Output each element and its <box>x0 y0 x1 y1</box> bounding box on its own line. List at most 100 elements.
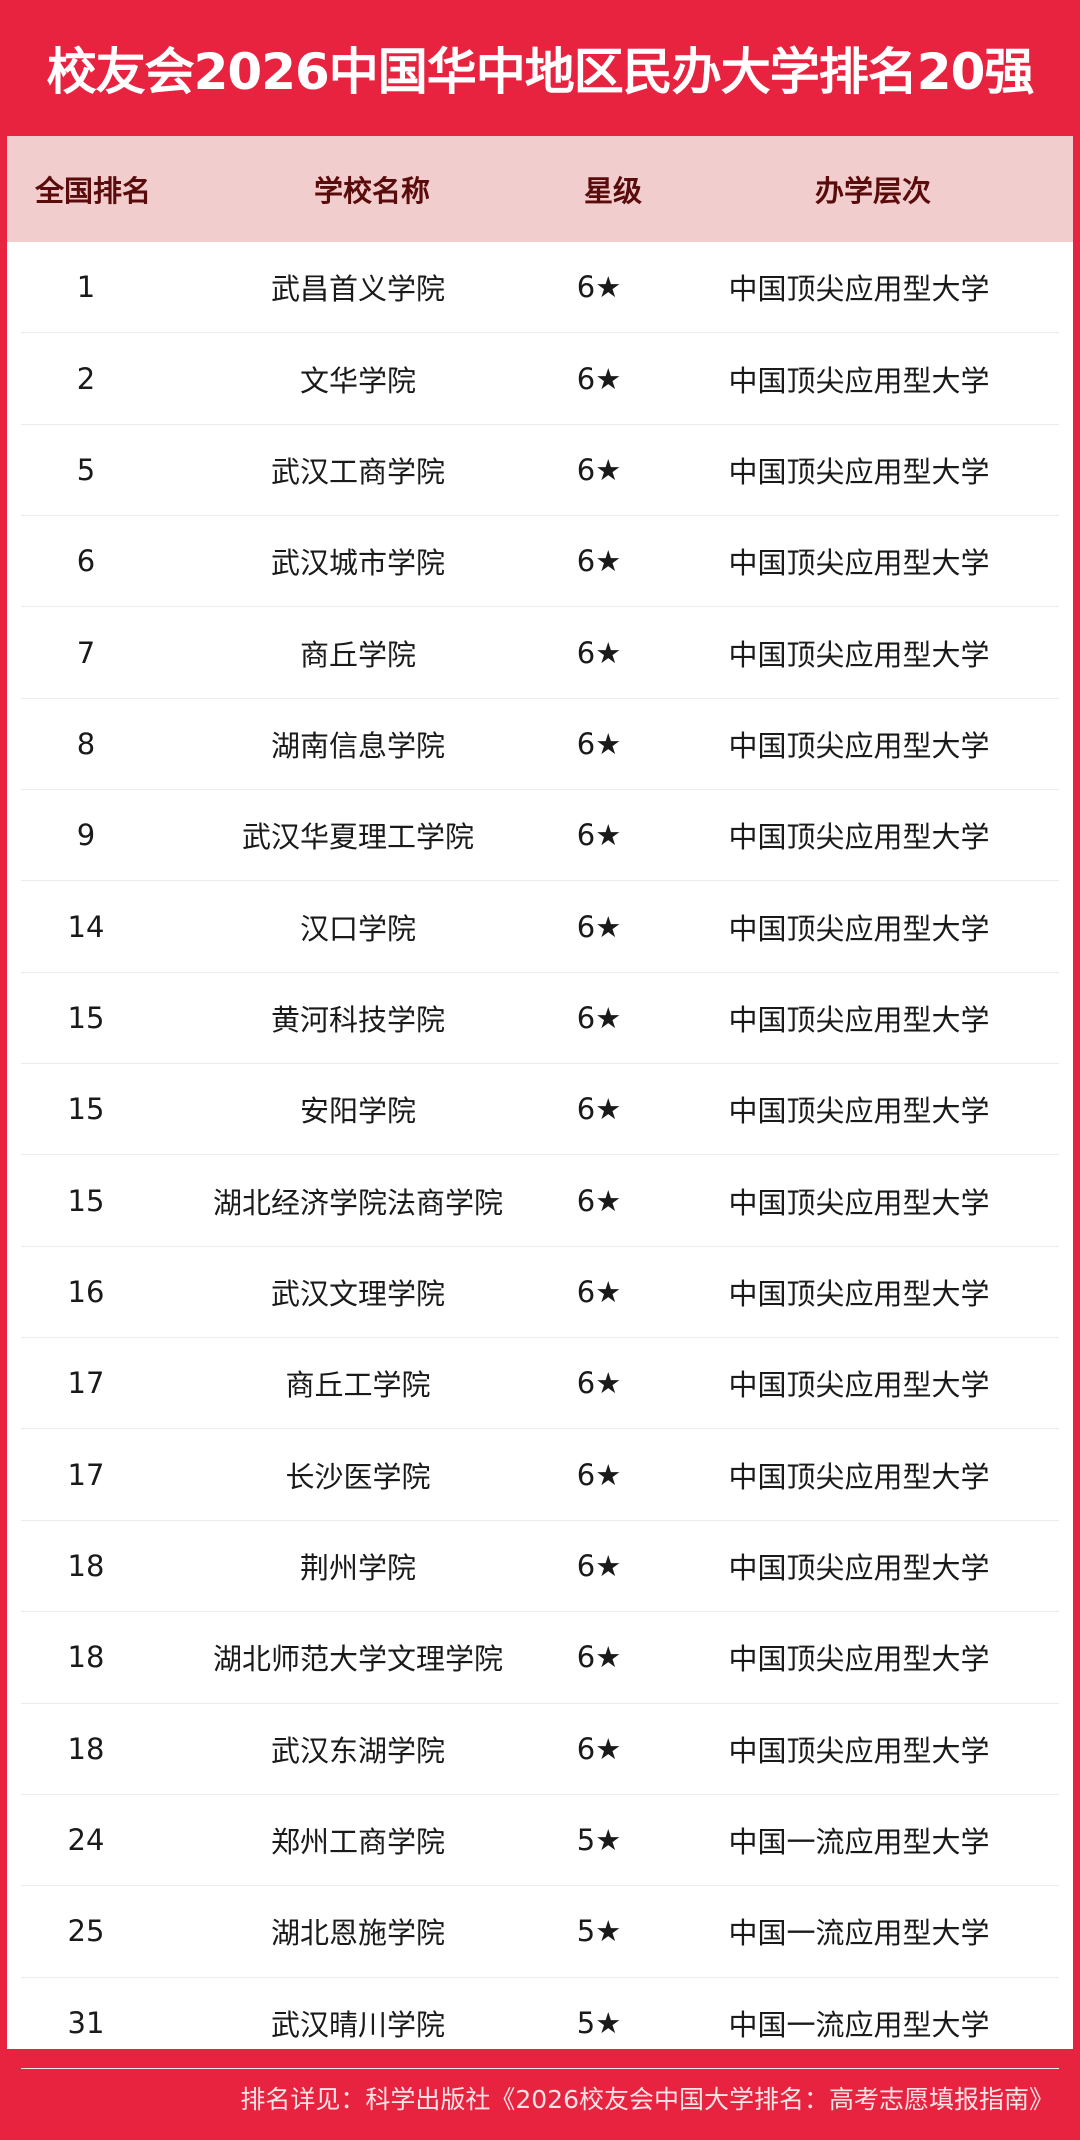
table-row: 18 荆州学院 6★ 中国顶尖应用型大学 <box>21 1521 1059 1613</box>
stars-cell: 6★ <box>576 544 622 579</box>
level-cell: 中国顶尖应用型大学 <box>728 911 990 946</box>
rank-cell: 18 <box>67 1548 105 1583</box>
stars-cell: 5★ <box>576 2005 622 2040</box>
page-title: 校友会2026中国华中地区民办大学排名20强 <box>46 43 1035 101</box>
rank-cell: 17 <box>67 1366 105 1401</box>
school-name-cell: 荆州学院 <box>299 1550 416 1585</box>
rank-cell: 2 <box>76 361 96 396</box>
stars-cell: 6★ <box>576 909 622 944</box>
table-row: 2 文华学院 6★ 中国顶尖应用型大学 <box>21 333 1059 425</box>
school-name-cell: 商丘工学院 <box>285 1368 431 1403</box>
school-name-cell: 武汉文理学院 <box>270 1276 445 1311</box>
school-name-cell: 武汉华夏理工学院 <box>241 820 474 855</box>
level-cell: 中国顶尖应用型大学 <box>728 1459 990 1494</box>
level-cell: 中国顶尖应用型大学 <box>728 637 990 672</box>
table-row: 17 长沙医学院 6★ 中国顶尖应用型大学 <box>21 1429 1059 1521</box>
school-name-cell: 长沙医学院 <box>285 1459 431 1494</box>
school-name-cell: 湖北经济学院法商学院 <box>212 1185 503 1220</box>
rank-cell: 7 <box>76 635 96 670</box>
level-cell: 中国顶尖应用型大学 <box>728 820 990 855</box>
stars-cell: 6★ <box>576 1000 622 1035</box>
stars-cell: 6★ <box>576 1092 622 1127</box>
level-cell: 中国顶尖应用型大学 <box>728 363 990 398</box>
level-cell: 中国一流应用型大学 <box>728 1916 990 1951</box>
table-row: 17 商丘工学院 6★ 中国顶尖应用型大学 <box>21 1338 1059 1430</box>
stars-cell: 5★ <box>576 1914 622 1949</box>
rank-cell: 24 <box>67 1823 105 1858</box>
level-cell: 中国顶尖应用型大学 <box>728 728 990 763</box>
school-name-cell: 郑州工商学院 <box>270 1825 445 1860</box>
header-stars: 星级 <box>583 174 642 208</box>
table-header: 全国排名 学校名称 星级 办学层次 <box>7 136 1073 242</box>
level-cell: 中国顶尖应用型大学 <box>728 1642 990 1677</box>
ranking-table: 全国排名 学校名称 星级 办学层次 1 武昌首义学院 6★ 中国顶尖应用型大学 2 文华学… <box>7 136 1073 2069</box>
rank-cell: 6 <box>76 544 96 579</box>
rank-cell: 9 <box>76 818 96 853</box>
school-name-cell: 黄河科技学院 <box>270 1002 445 1037</box>
level-cell: 中国顶尖应用型大学 <box>728 1185 990 1220</box>
level-cell: 中国顶尖应用型大学 <box>728 1550 990 1585</box>
table-row: 18 湖北师范大学文理学院 6★ 中国顶尖应用型大学 <box>21 1612 1059 1704</box>
table-row: 7 商丘学院 6★ 中国顶尖应用型大学 <box>21 607 1059 699</box>
level-cell: 中国顶尖应用型大学 <box>728 1002 990 1037</box>
school-name-cell: 商丘学院 <box>299 637 416 672</box>
table-row: 24 郑州工商学院 5★ 中国一流应用型大学 <box>21 1795 1059 1887</box>
header-level: 办学层次 <box>814 174 931 208</box>
stars-cell: 6★ <box>576 1183 622 1218</box>
level-cell: 中国顶尖应用型大学 <box>728 1276 990 1311</box>
stars-cell: 6★ <box>576 1274 622 1309</box>
school-name-cell: 湖南信息学院 <box>270 728 445 763</box>
table-row: 6 武汉城市学院 6★ 中国顶尖应用型大学 <box>21 516 1059 608</box>
school-name-cell: 武汉东湖学院 <box>270 1733 445 1768</box>
table-row: 15 湖北经济学院法商学院 6★ 中国顶尖应用型大学 <box>21 1155 1059 1247</box>
table-body: 1 武昌首义学院 6★ 中国顶尖应用型大学 2 文华学院 6★ 中国顶尖应用型大学 5 武汉工商学… <box>7 242 1073 2069</box>
level-cell: 中国顶尖应用型大学 <box>728 454 990 489</box>
rank-cell: 25 <box>67 1914 105 1949</box>
level-cell: 中国顶尖应用型大学 <box>728 1733 990 1768</box>
level-cell: 中国顶尖应用型大学 <box>728 1094 990 1129</box>
header-school-name: 学校名称 <box>313 174 430 208</box>
stars-cell: 5★ <box>576 1823 622 1858</box>
table-row: 14 汉口学院 6★ 中国顶尖应用型大学 <box>21 881 1059 973</box>
table-row: 15 黄河科技学院 6★ 中国顶尖应用型大学 <box>21 973 1059 1065</box>
school-name-cell: 武汉工商学院 <box>270 454 445 489</box>
school-name-cell: 湖北恩施学院 <box>270 1916 445 1951</box>
table-row: 25 湖北恩施学院 5★ 中国一流应用型大学 <box>21 1886 1059 1978</box>
level-cell: 中国顶尖应用型大学 <box>728 1368 990 1403</box>
table-row: 31 武汉晴川学院 5★ 中国一流应用型大学 <box>21 1978 1059 2069</box>
level-cell: 中国顶尖应用型大学 <box>728 546 990 581</box>
level-cell: 中国顶尖应用型大学 <box>728 272 990 307</box>
stars-cell: 6★ <box>576 818 622 853</box>
school-name-cell: 文华学院 <box>299 363 416 398</box>
school-name-cell: 汉口学院 <box>299 911 416 946</box>
source-note: 排名详见：科学出版社《2026校友会中国大学排名：高考志愿填报指南》 <box>240 2085 1054 2114</box>
table-row: 16 武汉文理学院 6★ 中国顶尖应用型大学 <box>21 1247 1059 1339</box>
table-row: 9 武汉华夏理工学院 6★ 中国顶尖应用型大学 <box>21 790 1059 882</box>
rank-cell: 18 <box>67 1640 105 1675</box>
level-cell: 中国一流应用型大学 <box>728 2007 990 2042</box>
table-row: 8 湖南信息学院 6★ 中国顶尖应用型大学 <box>21 699 1059 791</box>
rank-cell: 8 <box>76 726 96 761</box>
stars-cell: 6★ <box>576 1640 622 1675</box>
table-row: 5 武汉工商学院 6★ 中国顶尖应用型大学 <box>21 425 1059 517</box>
table-row: 1 武昌首义学院 6★ 中国顶尖应用型大学 <box>21 242 1059 334</box>
school-name-cell: 安阳学院 <box>299 1094 416 1129</box>
stars-cell: 6★ <box>576 1548 622 1583</box>
school-name-cell: 武汉晴川学院 <box>270 2007 445 2042</box>
rank-cell: 1 <box>76 270 96 305</box>
rank-cell: 14 <box>67 909 105 944</box>
rank-cell: 16 <box>67 1274 105 1309</box>
stars-cell: 6★ <box>576 361 622 396</box>
header-rank: 全国排名 <box>34 174 151 208</box>
stars-cell: 6★ <box>576 1366 622 1401</box>
stars-cell: 6★ <box>576 1731 622 1766</box>
school-name-cell: 武昌首义学院 <box>270 272 445 307</box>
stars-cell: 6★ <box>576 270 622 305</box>
school-name-cell: 湖北师范大学文理学院 <box>212 1642 503 1677</box>
stars-cell: 6★ <box>576 1457 622 1492</box>
stars-cell: 6★ <box>576 452 622 487</box>
stars-cell: 6★ <box>576 726 622 761</box>
level-cell: 中国一流应用型大学 <box>728 1825 990 1860</box>
rank-cell: 18 <box>67 1731 105 1766</box>
table-row: 18 武汉东湖学院 6★ 中国顶尖应用型大学 <box>21 1704 1059 1795</box>
